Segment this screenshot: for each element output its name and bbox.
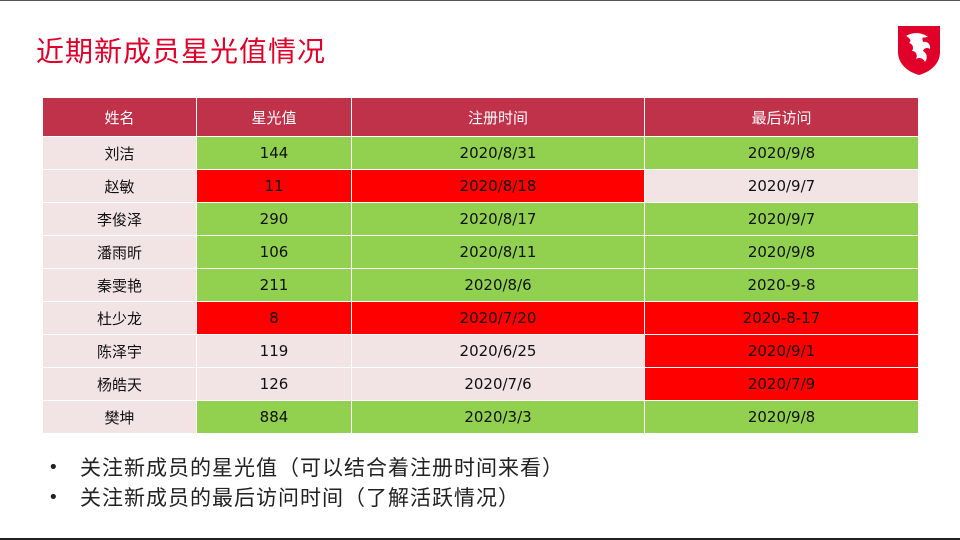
bullet-icon: • bbox=[48, 486, 60, 508]
cell-star: 119 bbox=[196, 334, 352, 368]
cell-reg: 2020/8/11 bbox=[351, 235, 645, 269]
table-row: 樊坤 884 2020/3/3 2020/9/8 bbox=[42, 400, 919, 434]
cell-last: 2020-9-8 bbox=[644, 268, 919, 302]
cell-reg: 2020/8/18 bbox=[351, 169, 645, 203]
cell-last: 2020/9/8 bbox=[644, 400, 919, 434]
cell-star: 144 bbox=[196, 136, 352, 170]
table-row: 陈泽宇 119 2020/6/25 2020/9/1 bbox=[42, 334, 919, 368]
cell-name: 秦雯艳 bbox=[42, 268, 197, 302]
bottom-divider bbox=[0, 538, 960, 540]
cell-last: 2020/9/8 bbox=[644, 136, 919, 170]
cell-star: 8 bbox=[196, 301, 352, 335]
header-reg: 注册时间 bbox=[351, 97, 645, 137]
cell-name: 潘雨昕 bbox=[42, 235, 197, 269]
cell-name: 赵敏 bbox=[42, 169, 197, 203]
cell-name: 杨皓天 bbox=[42, 367, 197, 401]
cell-name: 樊坤 bbox=[42, 400, 197, 434]
top-divider bbox=[0, 0, 960, 1]
cell-star: 126 bbox=[196, 367, 352, 401]
page-title: 近期新成员星光值情况 bbox=[36, 35, 327, 68]
table-row: 赵敏 11 2020/8/18 2020/9/7 bbox=[42, 169, 919, 203]
notes-list: • 关注新成员的星光值（可以结合着注册时间来看） • 关注新成员的最后访问时间（… bbox=[48, 452, 564, 512]
cell-name: 李俊泽 bbox=[42, 202, 197, 236]
cell-last: 2020/7/9 bbox=[644, 367, 919, 401]
header-name: 姓名 bbox=[42, 97, 197, 137]
cell-name: 刘洁 bbox=[42, 136, 197, 170]
note-text: 关注新成员的最后访问时间（了解活跃情况） bbox=[80, 486, 520, 510]
bullet-icon: • bbox=[48, 456, 60, 478]
cell-reg: 2020/6/25 bbox=[351, 334, 645, 368]
table-row: 刘洁 144 2020/8/31 2020/9/8 bbox=[42, 136, 919, 170]
table-row: 杜少龙 8 2020/7/20 2020-8-17 bbox=[42, 301, 919, 335]
cell-reg: 2020/8/6 bbox=[351, 268, 645, 302]
table-row: 秦雯艳 211 2020/8/6 2020-9-8 bbox=[42, 268, 919, 302]
note-text: 关注新成员的星光值（可以结合着注册时间来看） bbox=[80, 456, 564, 480]
cell-star: 106 bbox=[196, 235, 352, 269]
cell-reg: 2020/3/3 bbox=[351, 400, 645, 434]
header-star: 星光值 bbox=[196, 97, 352, 137]
cell-name: 陈泽宇 bbox=[42, 334, 197, 368]
cell-star: 290 bbox=[196, 202, 352, 236]
cell-reg: 2020/8/31 bbox=[351, 136, 645, 170]
msi-dragon-shield-icon bbox=[898, 26, 940, 75]
table-header-row: 姓名 星光值 注册时间 最后访问 bbox=[42, 97, 919, 137]
note-item: • 关注新成员的最后访问时间（了解活跃情况） bbox=[48, 482, 564, 512]
cell-star: 884 bbox=[196, 400, 352, 434]
cell-last: 2020/9/8 bbox=[644, 235, 919, 269]
cell-reg: 2020/8/17 bbox=[351, 202, 645, 236]
table-row: 李俊泽 290 2020/8/17 2020/9/7 bbox=[42, 202, 919, 236]
cell-star: 11 bbox=[196, 169, 352, 203]
note-item: • 关注新成员的星光值（可以结合着注册时间来看） bbox=[48, 452, 564, 482]
cell-reg: 2020/7/6 bbox=[351, 367, 645, 401]
cell-last: 2020/9/7 bbox=[644, 169, 919, 203]
member-table: 姓名 星光值 注册时间 最后访问 刘洁 144 2020/8/31 2020/9… bbox=[42, 97, 919, 434]
cell-last: 2020/9/7 bbox=[644, 202, 919, 236]
cell-reg: 2020/7/20 bbox=[351, 301, 645, 335]
cell-last: 2020-8-17 bbox=[644, 301, 919, 335]
table-row: 杨皓天 126 2020/7/6 2020/7/9 bbox=[42, 367, 919, 401]
table-row: 潘雨昕 106 2020/8/11 2020/9/8 bbox=[42, 235, 919, 269]
cell-last: 2020/9/1 bbox=[644, 334, 919, 368]
header-last: 最后访问 bbox=[644, 97, 919, 137]
cell-name: 杜少龙 bbox=[42, 301, 197, 335]
cell-star: 211 bbox=[196, 268, 352, 302]
